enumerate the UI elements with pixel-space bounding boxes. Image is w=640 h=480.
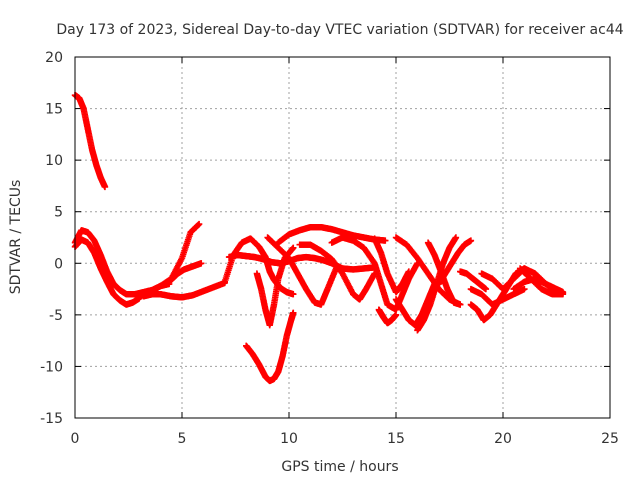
data-series	[435, 237, 475, 288]
data-series	[467, 285, 528, 308]
data-series	[457, 268, 490, 293]
data-point	[195, 220, 203, 228]
data-point	[559, 291, 567, 298]
data-point	[290, 291, 297, 298]
x-tick-label: 0	[71, 431, 80, 447]
data-series	[371, 235, 413, 296]
y-axis-label: SDTVAR / TECUs	[8, 180, 24, 295]
x-tick-label: 5	[178, 431, 187, 447]
x-tick-label: 15	[387, 431, 405, 447]
grid	[75, 57, 610, 418]
x-axis-label: GPS time / hours	[281, 459, 398, 475]
plot-area	[71, 91, 567, 385]
data-series	[136, 220, 203, 300]
y-tick-label: -5	[49, 308, 63, 324]
x-tick-label: 25	[601, 431, 619, 447]
data-point	[382, 237, 389, 244]
data-series	[253, 244, 297, 329]
x-tick-label: 20	[494, 431, 512, 447]
data-point	[452, 234, 460, 241]
data-series	[168, 260, 205, 283]
data-point	[101, 183, 109, 191]
data-series	[140, 279, 228, 301]
y-tick-label: -10	[40, 359, 63, 375]
data-point	[521, 285, 528, 293]
y-tick-label: 0	[54, 256, 63, 272]
data-series	[414, 234, 460, 334]
data-series	[264, 234, 340, 308]
data-series	[71, 236, 143, 308]
y-tick-label: 20	[45, 50, 63, 66]
y-tick-label: 5	[54, 205, 63, 221]
data-point	[457, 301, 464, 308]
data-point	[392, 311, 400, 319]
data-point	[198, 260, 205, 267]
data-series	[516, 265, 567, 298]
data-series	[328, 234, 421, 313]
y-tick-label: -15	[40, 411, 63, 427]
plot-frame	[74, 56, 611, 419]
chart-title: Day 173 of 2023, Sidereal Day-to-day VTE…	[56, 22, 623, 38]
data-point	[290, 244, 297, 252]
data-point	[290, 309, 297, 316]
data-series	[71, 91, 109, 191]
data-series	[243, 309, 297, 385]
data-point	[482, 285, 490, 293]
data-point	[467, 237, 475, 244]
x-tick-label: 10	[280, 431, 298, 447]
y-tick-label: 15	[45, 102, 63, 118]
y-tick-label: 10	[45, 153, 63, 169]
axis-ticks: 0 5 10 15 20 25 -15 -10 -5 0 5 10 15 20	[40, 50, 619, 447]
data-series	[375, 306, 400, 327]
data-series	[225, 251, 378, 273]
data-series	[275, 223, 389, 246]
data-point	[405, 268, 413, 275]
